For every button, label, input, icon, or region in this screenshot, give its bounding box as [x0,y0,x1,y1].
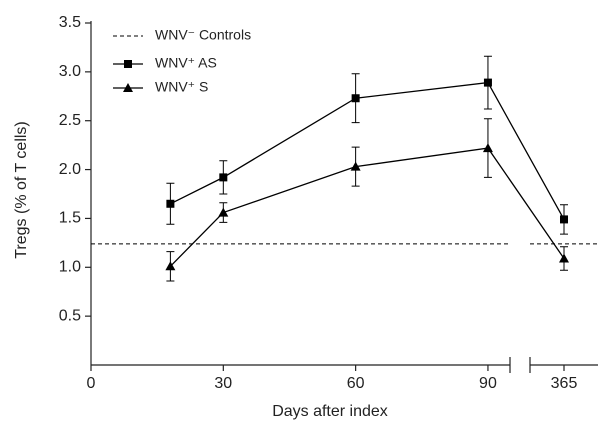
marker [482,143,493,153]
series-line [169,147,565,267]
marker [560,215,568,224]
marker [124,60,132,68]
y-axis-label: Tregs (% of T cells) [13,121,30,259]
y-tick-label: 2.0 [59,161,81,178]
legend-label: WNV⁺ S [155,79,208,95]
x-tick-label: 365 [551,375,578,392]
x-tick-label: 0 [87,375,96,392]
marker [350,161,361,171]
marker [559,253,569,263]
marker [165,261,176,271]
x-axis-label: Days after index [272,403,388,420]
legend-label: WNV⁻ Controls [155,27,251,43]
x-tick-label: 90 [479,375,497,392]
y-tick-label: 3.0 [59,63,81,80]
y-tick-label: 2.5 [59,112,81,129]
series-line [170,81,565,220]
marker [123,83,133,92]
marker [166,199,175,208]
marker [219,173,228,182]
y-tick-label: 1.0 [59,259,81,276]
marker [483,78,492,87]
marker [218,207,229,217]
y-tick-label: 1.5 [59,210,81,227]
x-tick-label: 60 [347,375,365,392]
marker [351,94,360,103]
y-tick-label: 3.5 [59,14,81,31]
y-tick-label: 0.5 [59,307,81,324]
legend-label: WNV⁺ AS [155,55,217,71]
x-tick-label: 30 [214,375,232,392]
